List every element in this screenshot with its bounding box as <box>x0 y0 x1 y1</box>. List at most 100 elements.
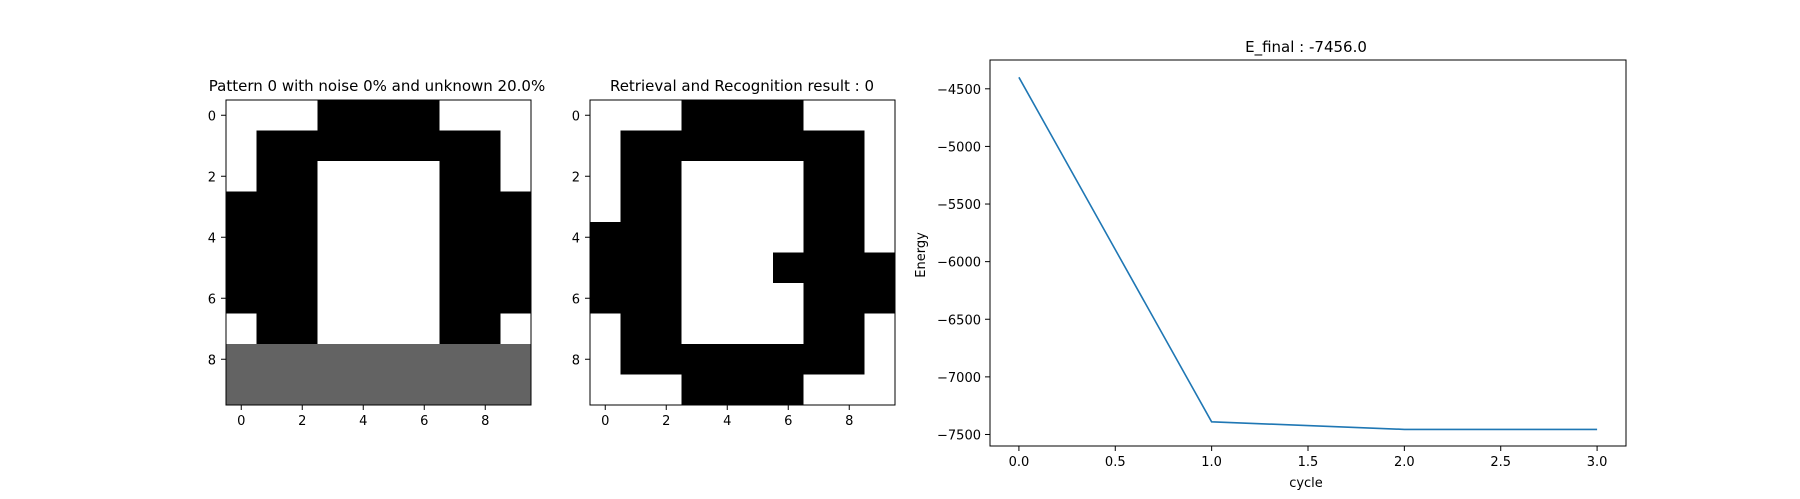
matrix-cell-r5-c9 <box>500 252 532 284</box>
y-tick-label: −5000 <box>937 140 981 155</box>
result-title: Retrieval and Recognition result : 0 <box>610 77 874 95</box>
matrix-cell-r1-c4 <box>712 130 743 162</box>
matrix-cell-r9-c0 <box>226 374 257 406</box>
matrix-cell-r3-c1 <box>256 191 288 223</box>
y-tick-label: 6 <box>572 292 580 307</box>
matrix-cell-r5-c5 <box>378 252 410 284</box>
matrix-cell-r9-c2 <box>287 374 318 406</box>
matrix-cell-r7-c2 <box>287 313 318 345</box>
matrix-cell-r7-c1 <box>620 313 652 345</box>
y-tick-label: 4 <box>208 231 216 246</box>
matrix-cell-r5-c7 <box>439 252 471 284</box>
x-tick-label: 2 <box>662 414 670 429</box>
matrix-cell-r0-c3 <box>681 100 713 131</box>
matrix-cell-r0-c2 <box>651 100 682 131</box>
pattern-y-ticks: 0 2 4 6 8 <box>208 109 226 368</box>
x-tick-label: 6 <box>784 414 792 429</box>
matrix-cell-r4-c0 <box>226 222 257 253</box>
matrix-cell-r5-c6 <box>773 252 804 284</box>
y-tick-label: 0 <box>572 109 580 124</box>
matrix-cell-r3-c2 <box>287 191 318 223</box>
matrix-cell-r7-c3 <box>681 313 713 345</box>
matrix-cell-r5-c8 <box>834 252 865 284</box>
matrix-cell-r2-c1 <box>256 161 288 192</box>
matrix-cell-r0-c6 <box>409 100 440 131</box>
x-tick-label: 0 <box>601 414 609 429</box>
matrix-cell-r4-c7 <box>803 222 835 253</box>
matrix-cell-r9-c4 <box>712 374 743 406</box>
matrix-cell-r1-c5 <box>742 130 774 162</box>
matrix-cell-r1-c2 <box>651 130 682 162</box>
matrix-cell-r0-c3 <box>317 100 349 131</box>
matrix-cell-r7-c9 <box>500 313 532 345</box>
matrix-cell-r6-c1 <box>620 283 652 314</box>
matrix-cell-r4-c4 <box>712 222 743 253</box>
x-tick-label: 2.5 <box>1490 455 1511 470</box>
matrix-cell-r9-c0 <box>590 374 621 406</box>
energy-panel: E_final : -7456.0 0.0 0.5 1.0 1.5 2.0 2.5 3.0 … <box>914 38 1627 491</box>
matrix-cell-r1-c8 <box>470 130 501 162</box>
matrix-cell-r0-c4 <box>348 100 379 131</box>
matrix-cell-r8-c8 <box>470 344 501 375</box>
matrix-cell-r3-c0 <box>590 191 621 223</box>
matrix-cell-r7-c8 <box>834 313 865 345</box>
matrix-cell-r1-c8 <box>834 130 865 162</box>
matrix-cell-r1-c0 <box>590 130 621 162</box>
matrix-cell-r5-c5 <box>742 252 774 284</box>
x-tick-label: 8 <box>845 414 853 429</box>
matrix-cell-r5-c1 <box>620 252 652 284</box>
matrix-cell-r3-c9 <box>500 191 532 223</box>
matrix-cell-r9-c5 <box>742 374 774 406</box>
matrix-cell-r1-c2 <box>287 130 318 162</box>
matrix-cell-r3-c5 <box>742 191 774 223</box>
matrix-cell-r4-c2 <box>651 222 682 253</box>
pattern-panel: Pattern 0 with noise 0% and unknown 20.0… <box>208 77 546 429</box>
matrix-cell-r1-c1 <box>620 130 652 162</box>
matrix-cell-r5-c3 <box>317 252 349 284</box>
x-tick-label: 2.0 <box>1394 455 1415 470</box>
matrix-cell-r5-c7 <box>803 252 835 284</box>
matrix-cell-r2-c5 <box>378 161 410 192</box>
matrix-cell-r4-c8 <box>470 222 501 253</box>
matrix-cell-r6-c8 <box>470 283 501 314</box>
matrix-cell-r2-c2 <box>287 161 318 192</box>
matrix-cell-r3-c6 <box>773 191 804 223</box>
matrix-cell-r1-c3 <box>317 130 349 162</box>
matrix-cell-r6-c7 <box>803 283 835 314</box>
matrix-cell-r4-c7 <box>439 222 471 253</box>
matrix-cell-r5-c8 <box>470 252 501 284</box>
y-tick-label: −6500 <box>937 313 981 328</box>
matrix-cell-r2-c3 <box>681 161 713 192</box>
matrix-cell-r0-c8 <box>834 100 865 131</box>
matrix-cell-r3-c5 <box>378 191 410 223</box>
matrix-cell-r9-c1 <box>620 374 652 406</box>
matrix-cell-r9-c7 <box>439 374 471 406</box>
x-tick-label: 4 <box>359 414 367 429</box>
matrix-cell-r7-c5 <box>378 313 410 345</box>
matrix-cell-r2-c4 <box>712 161 743 192</box>
matrix-cell-r4-c0 <box>590 222 621 253</box>
energy-x-axis-label: cycle <box>1289 476 1323 491</box>
pattern-title: Pattern 0 with noise 0% and unknown 20.0… <box>209 77 545 95</box>
matrix-cell-r2-c1 <box>620 161 652 192</box>
matrix-cell-r8-c5 <box>742 344 774 375</box>
matrix-cell-r6-c4 <box>712 283 743 314</box>
matrix-cell-r8-c0 <box>226 344 257 375</box>
matrix-cell-r7-c0 <box>590 313 621 345</box>
matrix-cell-r4-c5 <box>378 222 410 253</box>
matrix-cell-r8-c6 <box>409 344 440 375</box>
matrix-cell-r3-c3 <box>681 191 713 223</box>
matrix-cell-r9-c9 <box>864 374 896 406</box>
matrix-cell-r8-c9 <box>864 344 896 375</box>
matrix-cell-r9-c4 <box>348 374 379 406</box>
matrix-cell-r2-c8 <box>470 161 501 192</box>
matrix-cell-r4-c3 <box>317 222 349 253</box>
matrix-cell-r0-c5 <box>742 100 774 131</box>
result-y-ticks: 0 2 4 6 8 <box>572 109 590 368</box>
matrix-cell-r5-c2 <box>651 252 682 284</box>
matrix-cell-r8-c2 <box>651 344 682 375</box>
matrix-cell-r2-c7 <box>439 161 471 192</box>
matrix-cell-r4-c3 <box>681 222 713 253</box>
y-tick-label: 6 <box>208 292 216 307</box>
matrix-cell-r0-c6 <box>773 100 804 131</box>
